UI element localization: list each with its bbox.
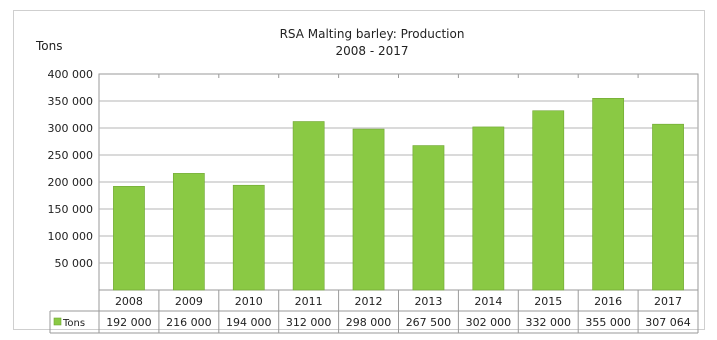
y-tick-label: 250 000 xyxy=(48,149,94,162)
bar xyxy=(412,145,445,291)
bar xyxy=(592,98,625,291)
bar xyxy=(652,123,684,291)
y-tick-label: 400 000 xyxy=(48,68,94,81)
data-label: 192 000 xyxy=(106,316,152,329)
data-label: 302 000 xyxy=(466,316,512,329)
data-label: 194 000 xyxy=(226,316,272,329)
bar xyxy=(113,186,145,291)
bar xyxy=(292,121,325,291)
data-label: 332 000 xyxy=(526,316,572,329)
y-tick-label: 200 000 xyxy=(48,176,94,189)
chart-subtitle: 2008 - 2017 xyxy=(335,44,408,58)
data-label: 307 064 xyxy=(645,316,691,329)
bar xyxy=(232,184,265,291)
y-tick-label: 300 000 xyxy=(48,122,94,135)
data-label: 312 000 xyxy=(286,316,332,329)
y-tick-label: 350 000 xyxy=(48,95,94,108)
x-tick-label: 2013 xyxy=(414,295,442,308)
x-tick-label: 2012 xyxy=(355,295,383,308)
bar xyxy=(472,126,505,291)
x-tick-label: 2014 xyxy=(474,295,502,308)
data-label: 298 000 xyxy=(346,316,392,329)
data-label: 216 000 xyxy=(166,316,212,329)
bar xyxy=(172,173,205,291)
plot-area: 50 000 100 000 150 000 200 000 250 000 300 00… xyxy=(48,68,699,334)
x-tick-label: 2011 xyxy=(295,295,323,308)
chart-title: RSA Malting barley: Production xyxy=(280,27,465,41)
data-label: 267 500 xyxy=(406,316,452,329)
legend-label: Tons xyxy=(62,318,85,329)
bar xyxy=(532,110,565,291)
bar xyxy=(352,128,385,291)
data-label: 355 000 xyxy=(585,316,631,329)
x-tick-label: 2010 xyxy=(235,295,263,308)
y-tick-label: 150 000 xyxy=(48,203,94,216)
legend-swatch xyxy=(53,317,62,326)
x-tick-label: 2015 xyxy=(534,295,562,308)
x-tick-label: 2017 xyxy=(654,295,682,308)
x-tick-label: 2016 xyxy=(594,295,622,308)
x-tick-label: 2008 xyxy=(115,295,143,308)
y-axis-label: Tons xyxy=(35,39,63,53)
x-tick-label: 2009 xyxy=(175,295,203,308)
y-tick-label: 50 000 xyxy=(55,257,94,270)
y-tick-label: 100 000 xyxy=(48,230,94,243)
